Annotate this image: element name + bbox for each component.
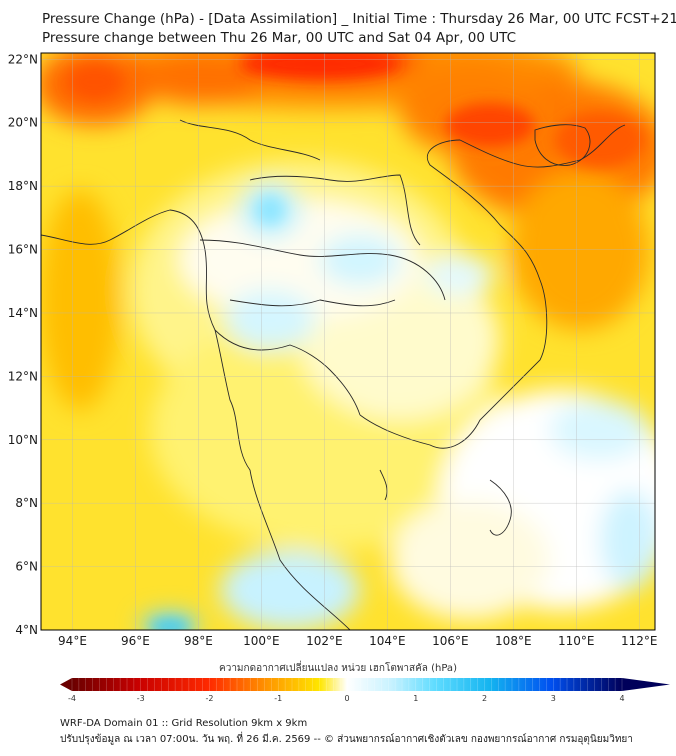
colorbar-tick-label: 0 — [344, 694, 349, 703]
map-title: Pressure Change (hPa) - [Data Assimilati… — [42, 11, 676, 27]
latitude-labels: 22°N 20°N 18°N 16°N 14°N 12°N 10°N 8°N 6°N 4°N — [8, 52, 38, 637]
map-subtitle: Pressure change between Thu 26 Mar, 00 U… — [42, 30, 517, 46]
colorbar-tick-label: 2 — [482, 694, 487, 703]
lat-label: 16°N — [8, 243, 38, 257]
lat-label: 20°N — [8, 116, 38, 130]
colorbar-bar — [72, 678, 622, 691]
lat-label: 22°N — [8, 52, 38, 66]
map-frame — [40, 52, 656, 631]
lon-label: 102°E — [306, 634, 343, 648]
lon-label: 104°E — [369, 634, 406, 648]
lat-label: 8°N — [15, 496, 38, 510]
lat-label: 6°N — [15, 560, 38, 574]
lat-label: 4°N — [15, 623, 38, 637]
colorbar-tick-label: -1 — [274, 694, 282, 703]
colorbar-extend-low — [60, 678, 72, 691]
pressure-field — [41, 53, 655, 630]
lat-label: 12°N — [8, 369, 38, 383]
lon-label: 94°E — [58, 634, 87, 648]
lat-label: 14°N — [8, 306, 38, 320]
lon-label: 100°E — [243, 634, 280, 648]
colorbar-tick-label: 1 — [413, 694, 418, 703]
lon-label: 110°E — [558, 634, 595, 648]
lon-label: 108°E — [495, 634, 532, 648]
colorbar-tick-label: 4 — [619, 694, 624, 703]
colorbar-tick-label: 3 — [551, 694, 556, 703]
colorbar-ticks: -4 -3 -2 -1 0 1 2 3 4 — [68, 678, 625, 703]
lat-label: 18°N — [8, 179, 38, 193]
lon-label: 98°E — [184, 634, 213, 648]
coastlines — [41, 119, 626, 630]
colorbar-tick-label: -2 — [206, 694, 214, 703]
colorbar-tick-label: -4 — [68, 694, 76, 703]
colorbar: -4 -3 -2 -1 0 1 2 3 4 — [60, 678, 670, 703]
longitude-labels: 94°E 96°E 98°E 100°E 102°E 104°E 106°E 108°E 110… — [58, 634, 657, 648]
gridlines — [41, 53, 655, 630]
footer-line-2: ปรับปรุงข้อมูล ณ เวลา 07:00น. วัน พฤ. ที… — [60, 734, 633, 745]
lon-label: 112°E — [621, 634, 658, 648]
footer-line-1: WRF-DA Domain 01 :: Grid Resolution 9km … — [60, 718, 308, 729]
lon-label: 106°E — [432, 634, 469, 648]
colorbar-tick-label: -3 — [137, 694, 145, 703]
lon-label: 96°E — [121, 634, 150, 648]
lat-label: 10°N — [8, 433, 38, 447]
colorbar-label: ความกดอากาศเปลี่ยนแปลง หน่วย เฮกโตพาสคัล… — [219, 663, 457, 674]
colorbar-extend-high — [622, 678, 670, 691]
